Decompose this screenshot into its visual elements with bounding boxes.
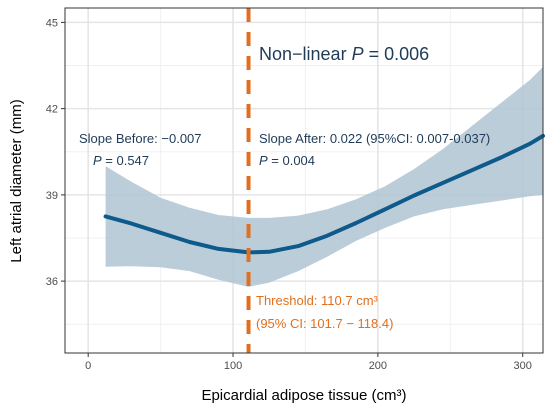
slope-after-label: Slope After: 0.022 (95%CI: 0.007-0.037) (259, 131, 490, 146)
fitted-curve-group (103, 133, 545, 255)
nonlinear-p-value: = 0.006 (364, 44, 430, 64)
x-tick-label: 200 (369, 360, 387, 372)
nonlinear-p-annotation: Non−linear P = 0.006 (259, 44, 429, 64)
y-tick-label: 39 (46, 190, 58, 202)
y-tick-label: 45 (46, 17, 58, 29)
y-tick-label: 36 (46, 276, 58, 288)
slope-before-p-value: = 0.547 (102, 153, 149, 168)
plot-panel-border (64, 7, 544, 354)
fitted-curve (103, 133, 545, 255)
x-tick-label: 300 (514, 360, 532, 372)
slope-before-p-annotation: P = 0.547 (93, 153, 149, 168)
nonlinear-p-symbol: P (352, 44, 364, 64)
x-tick-label: 100 (224, 360, 242, 372)
threshold-ci-label: (95% CI: 101.7 − 118.4) (256, 316, 393, 331)
threshold-label: Threshold: 110.7 cm³ (256, 293, 379, 308)
x-axis-title: Epicardial adipose tissue (cm³) (201, 387, 406, 404)
confidence-band (105, 66, 543, 287)
confidence-band-group (105, 66, 543, 287)
x-tick-label: 0 (85, 360, 91, 372)
slope-before-p-symbol: P (93, 153, 102, 168)
y-tick-label: 42 (46, 104, 58, 116)
slope-after-p-annotation: P = 0.004 (259, 153, 315, 168)
nonlinear-prefix: Non−linear (259, 44, 352, 64)
slope-before-label: Slope Before: −0.007 (79, 131, 202, 146)
axis-ticks: 0 100 200 300 36 39 42 45 (46, 17, 532, 372)
slope-after-p-symbol: P (259, 153, 268, 168)
y-axis-title: Left atrial diameter (mm) (8, 99, 25, 262)
slope-after-p-value: = 0.004 (268, 153, 315, 168)
